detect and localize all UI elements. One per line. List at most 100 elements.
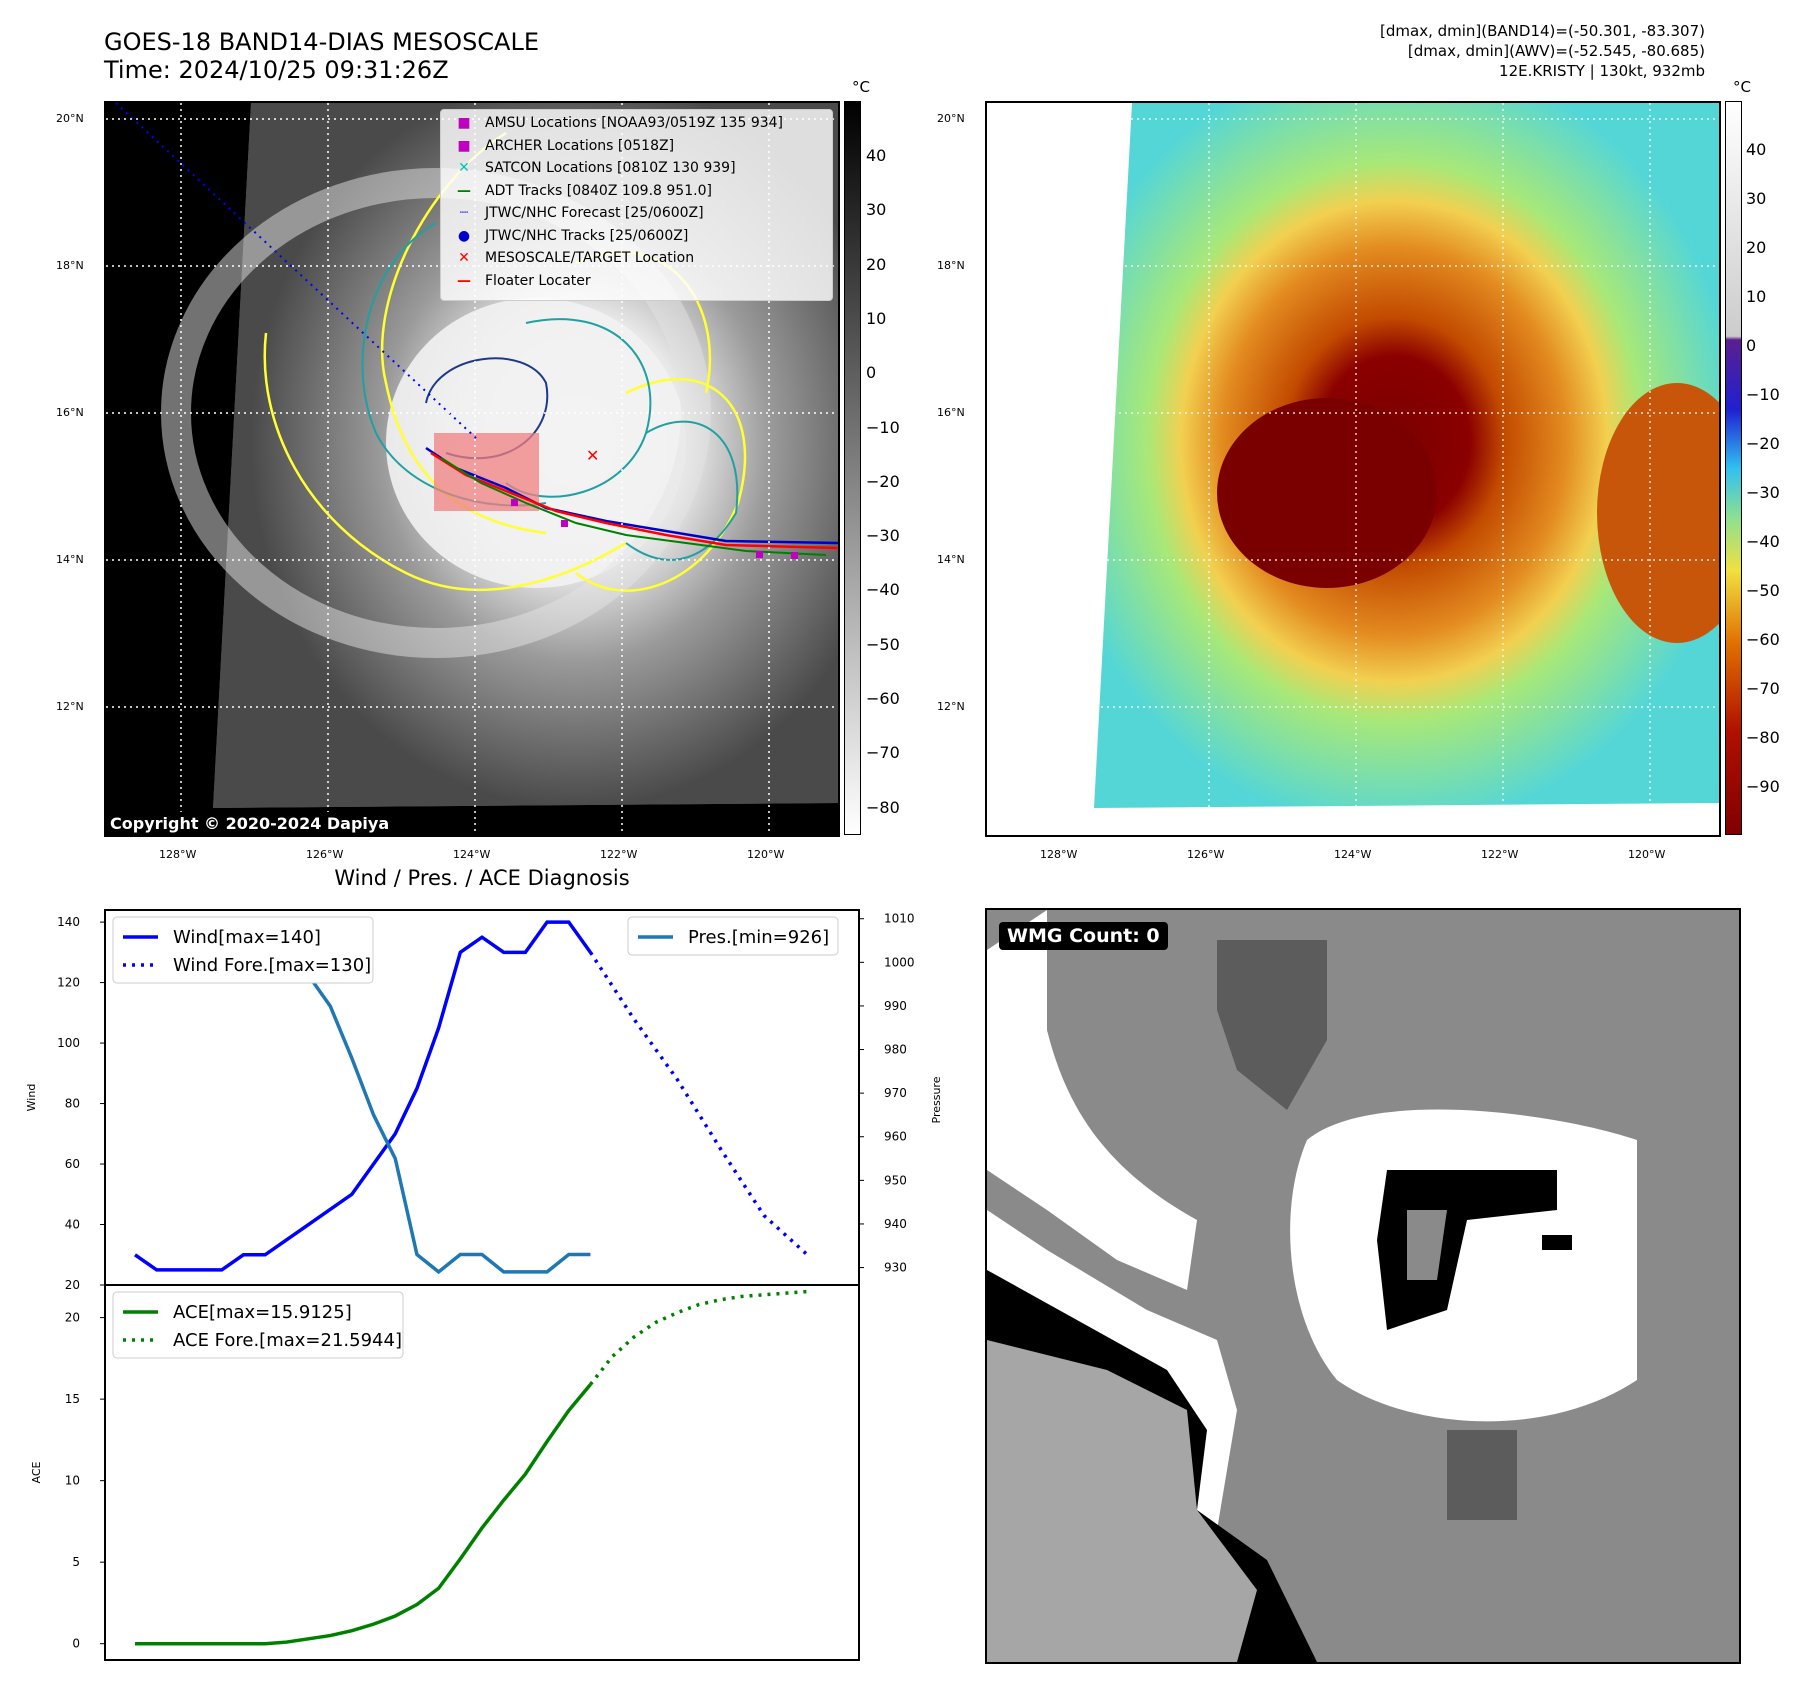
lon-label: 128°W [159, 848, 197, 861]
colorbar-tick: −60 [866, 689, 900, 708]
lon-label: 124°W [1334, 848, 1372, 861]
legend-text: Wind[max=140] [173, 927, 321, 948]
lon-label: 122°W [600, 848, 638, 861]
lon-label: 120°W [747, 848, 785, 861]
legend-marker: ● [457, 227, 471, 244]
legend-item: ● JTWC/NHC Tracks [25/0600Z] [449, 228, 688, 244]
ace-ylabel: ACE [30, 1461, 43, 1483]
pres-ytick-label: 960 [884, 1130, 907, 1144]
colorbar-tick: −20 [866, 471, 900, 491]
color-ir-map-panel [985, 101, 1721, 837]
lon-label: 126°W [306, 848, 344, 861]
pressure-ylabel: Pressure [930, 1076, 943, 1123]
wind-ytick-label: 20 [65, 1278, 80, 1292]
wind-ytick-label: 140 [57, 915, 80, 929]
colorbar-tick: −80 [866, 797, 900, 817]
lon-label: 122°W [1481, 848, 1519, 861]
legend-item: ■ AMSU Locations [NOAA93/0519Z 135 934] [449, 115, 783, 131]
colorbar-tick: −60 [1746, 630, 1780, 649]
colorbar-tick: −40 [866, 580, 900, 600]
lat-label: 12°N [56, 700, 84, 713]
colorbar-tick: 10 [1746, 287, 1767, 306]
wind-legend [112, 916, 374, 984]
legend-label: MESOSCALE/TARGET Location [485, 250, 695, 266]
legend-label: SATCON Locations [0810Z 130 939] [485, 160, 736, 176]
colorbar-tick: 10 [866, 308, 887, 328]
legend-text: ACE[max=15.9125] [173, 1302, 352, 1323]
diagnosis-chart: 2040608010012014093094095096097098099010… [25, 909, 943, 1661]
lat-label: 16°N [937, 406, 965, 419]
colorbar-tick: −50 [866, 634, 900, 654]
legend-marker: — [457, 182, 471, 199]
color-colorbar [1725, 101, 1742, 835]
chart-title-line2: Time: 2024/10/25 09:31:26Z [104, 56, 449, 84]
lat-label: 20°N [937, 112, 965, 125]
stats-line1: [dmax, dmin](BAND14)=(-50.301, -83.307) [1380, 22, 1705, 40]
ace-ytick-label: 15 [65, 1392, 80, 1406]
legend-item: — Floater Locater [449, 273, 591, 289]
colorbar-tick: −80 [1746, 728, 1780, 747]
wind-ytick-label: 80 [65, 1097, 80, 1111]
target-marker: ✕ [586, 446, 599, 465]
color-colorbar-unit: °C [1733, 78, 1751, 96]
colorbar-tick: −10 [1746, 385, 1780, 404]
ace-legend [112, 1291, 404, 1359]
lon-label: 124°W [453, 848, 491, 861]
ace-axes [104, 1284, 860, 1661]
legend-item: — ADT Tracks [0840Z 109.8 951.0] [449, 183, 712, 199]
legend-marker: ┈ [459, 205, 469, 221]
legend-label: JTWC/NHC Tracks [25/0600Z] [485, 227, 689, 244]
ace-ytick-label: 20 [65, 1311, 80, 1325]
lon-label: 128°W [1040, 848, 1078, 861]
chart-title-line1: GOES-18 BAND14-DIAS MESOSCALE [104, 28, 540, 56]
colorbar-tick: 20 [866, 254, 887, 274]
pres-ytick-label: 950 [884, 1173, 907, 1187]
color-ir-map-image [987, 103, 1719, 835]
lon-label: 126°W [1187, 848, 1225, 861]
wind-ytick-label: 60 [65, 1157, 80, 1171]
copyright-label: Copyright © 2020-2024 Dapiya [106, 812, 394, 835]
pres-ytick-label: 940 [884, 1217, 907, 1231]
colorbar-tick: −30 [1746, 483, 1780, 502]
gray-colorbar-unit: °C [852, 78, 870, 96]
colorbar-tick: 30 [1746, 189, 1767, 208]
legend-marker: ✕ [458, 250, 470, 266]
series-ace-line [589, 1289, 808, 1386]
gray-colorbar [844, 101, 861, 835]
colorbar-tick: 40 [866, 146, 887, 165]
lon-label: 120°W [1628, 848, 1666, 861]
wind-ytick-label: 100 [57, 1036, 80, 1050]
stats-line2: [dmax, dmin](AWV)=(-52.545, -80.685) [1407, 42, 1705, 60]
colorbar-tick: −70 [1746, 679, 1780, 698]
colorbar-tick: 20 [1746, 238, 1767, 257]
wind-ytick-label: 40 [65, 1218, 80, 1232]
colorbar-tick: −20 [1746, 434, 1780, 453]
legend-item: ✕ MESOSCALE/TARGET Location [449, 250, 694, 266]
legend-text: Pres.[min=926] [688, 927, 829, 948]
legend-item: ■ ARCHER Locations [0518Z] [449, 138, 674, 154]
lat-label: 16°N [56, 406, 84, 419]
lat-label: 14°N [56, 553, 84, 566]
diagnosis-title: Wind / Pres. / ACE Diagnosis [334, 866, 630, 890]
pres-ytick-label: 930 [884, 1261, 907, 1275]
legend-marker: ■ [457, 115, 471, 131]
wmg-count-label: WMG Count: 0 [999, 922, 1168, 950]
lat-label: 18°N [937, 259, 965, 272]
ir-map-panel: ✕ ■ AMSU Locations [NOAA93/0519Z 135 934]… [104, 101, 840, 837]
colorbar-tick: 0 [866, 363, 877, 383]
colorbar-tick: 30 [866, 200, 887, 220]
series-wind-fore-line [588, 951, 809, 1257]
legend-marker: ✕ [458, 160, 470, 176]
wind-ylabel: Wind [25, 1084, 38, 1112]
legend-text: ACE Fore.[max=21.5944] [173, 1330, 402, 1351]
legend-item: ┈ JTWC/NHC Forecast [25/0600Z] [449, 205, 704, 221]
wmg-image [987, 910, 1739, 1662]
lat-label: 20°N [56, 112, 84, 125]
pres-ytick-label: 990 [884, 999, 907, 1013]
lat-label: 12°N [937, 700, 965, 713]
colorbar-tick: −10 [866, 417, 900, 437]
colorbar-tick: −90 [1746, 777, 1780, 796]
map-legend: ■ AMSU Locations [NOAA93/0519Z 135 934] ■ A… [440, 109, 833, 301]
lat-label: 18°N [56, 259, 84, 272]
wind-ytick-label: 120 [57, 976, 80, 990]
